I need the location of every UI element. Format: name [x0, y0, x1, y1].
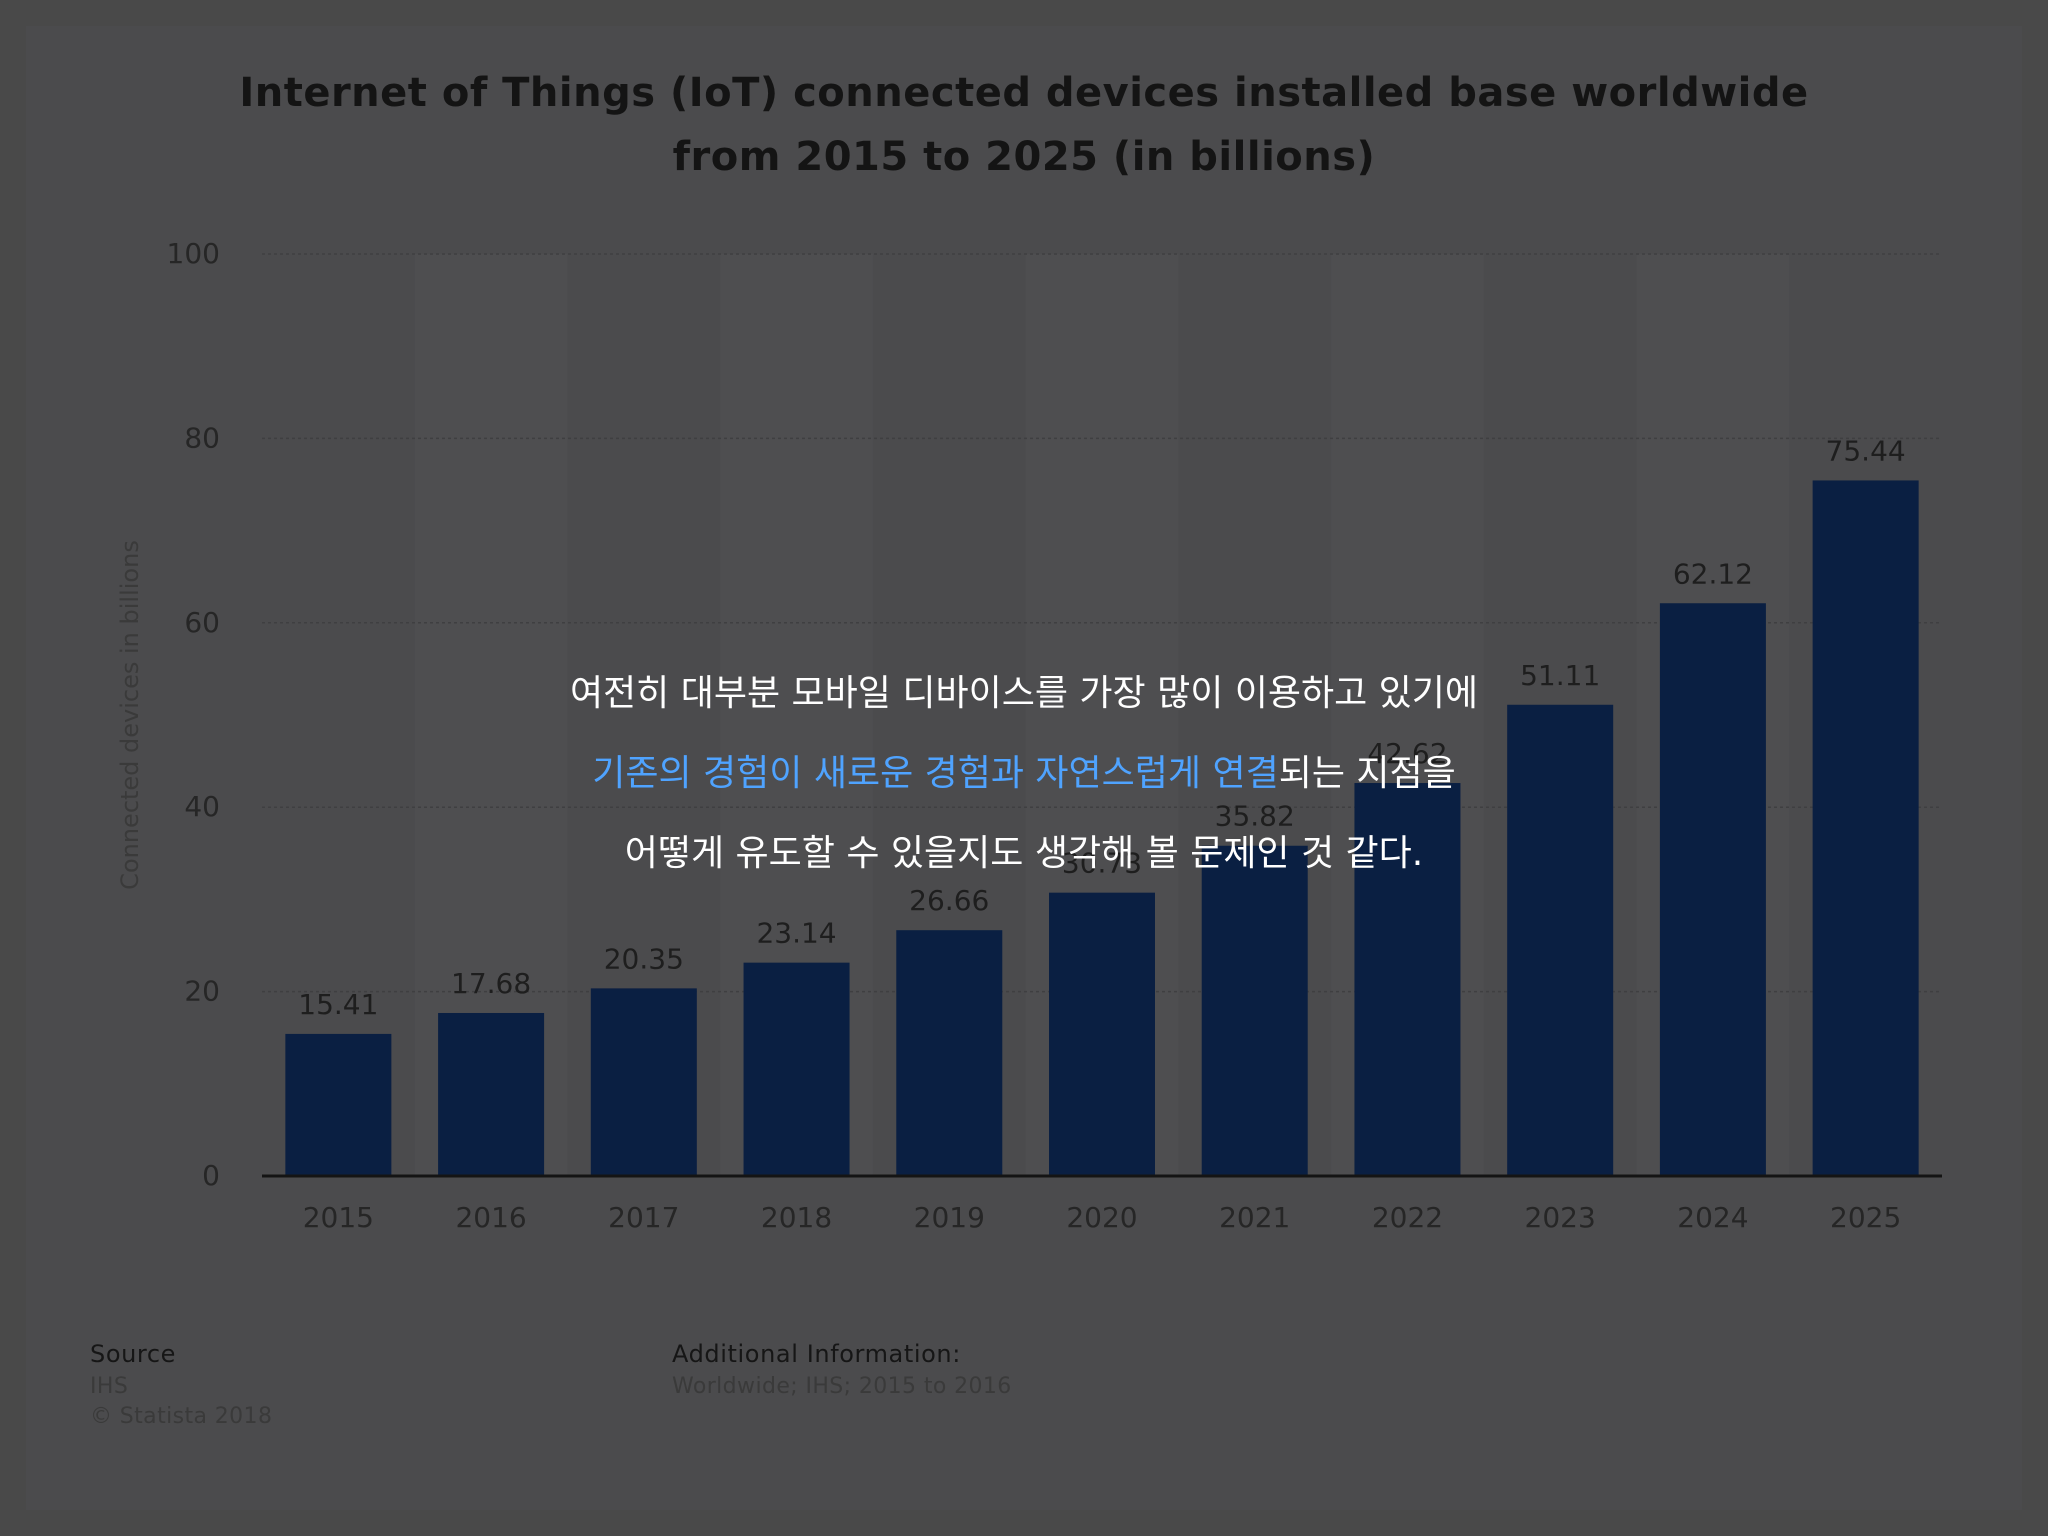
bar: [285, 1033, 392, 1176]
x-tick-label: 2020: [1066, 1201, 1137, 1234]
bar: [1049, 892, 1155, 1176]
overlay-caption-line-1: 여전히 대부분 모바일 디바이스를 가장 많이 이용하고 있기에: [569, 673, 1479, 714]
overlay-highlight-text: 기존의 경험이 새로운 경험과 자연스럽게 연결: [592, 753, 1279, 794]
bar-value-label: 17.68: [451, 967, 531, 1000]
additional-info-label: Additional Information:: [672, 1340, 961, 1368]
overlay-line-2-rest: 되는 지점을: [1278, 753, 1456, 794]
bar: [590, 988, 697, 1176]
bar-value-label: 42.62: [1367, 737, 1447, 770]
bar: [1507, 704, 1614, 1176]
source-value: IHS: [90, 1374, 129, 1399]
bar: [438, 1012, 545, 1176]
bars: [285, 480, 1919, 1176]
bar: [1659, 603, 1766, 1176]
chart-title-line-2: from 2015 to 2025 (in billions): [672, 134, 1376, 180]
x-tick-label: 2017: [608, 1201, 679, 1234]
bar: [743, 962, 850, 1176]
value-labels: 15.41 17.68 20.35 23.14 26.66 30.73 35.82 42.62…: [298, 434, 1905, 1020]
bar-value-label: 35.82: [1215, 800, 1295, 833]
x-tick-label: 2023: [1525, 1201, 1596, 1234]
x-tick-label: 2018: [761, 1201, 832, 1234]
bar-value-label: 30.73: [1062, 847, 1142, 880]
y-tick-label: 40: [184, 790, 220, 823]
y-tick-label: 20: [184, 975, 220, 1008]
x-tick-label: 2021: [1219, 1201, 1290, 1234]
bar-value-label: 20.35: [604, 942, 684, 975]
bar-value-label: 62.12: [1673, 557, 1753, 590]
y-axis-ticks: 0 20 40 60 80 100: [167, 237, 220, 1192]
bar: [1812, 480, 1919, 1176]
additional-info-value: Worldwide; IHS; 2015 to 2016: [672, 1374, 1012, 1399]
chart-title-line-1: Internet of Things (IoT) connected devic…: [239, 70, 1809, 116]
bar-value-label: 26.66: [909, 884, 989, 917]
bar-value-label: 75.44: [1826, 434, 1906, 467]
y-tick-label: 60: [184, 606, 220, 639]
x-tick-label: 2015: [303, 1201, 374, 1234]
overlay-caption-line-2: 기존의 경험이 새로운 경험과 자연스럽게 연결되는 지점을: [0, 744, 2048, 796]
bar-value-label: 23.14: [756, 917, 836, 950]
x-tick-label: 2022: [1372, 1201, 1443, 1234]
y-axis-label: Connected devices in billions: [116, 540, 144, 890]
bar: [896, 930, 1003, 1176]
y-tick-label: 0: [202, 1159, 220, 1192]
x-tick-label: 2019: [914, 1201, 985, 1234]
copyright-text: © Statista 2018: [90, 1404, 273, 1429]
y-tick-label: 80: [184, 421, 220, 454]
y-tick-label: 100: [167, 237, 220, 270]
x-tick-label: 2025: [1830, 1201, 1901, 1234]
x-tick-label: 2016: [455, 1201, 526, 1234]
bar: [1201, 845, 1308, 1176]
bar-value-label: 15.41: [298, 988, 378, 1021]
source-label: Source: [90, 1340, 177, 1368]
overlay-caption-line-3: 어떻게 유도할 수 있을지도 생각해 볼 문제인 것 같다.: [624, 833, 1424, 874]
bar-value-label: 51.11: [1520, 659, 1600, 692]
x-tick-label: 2024: [1677, 1201, 1748, 1234]
x-axis-ticks: 2015 2016 2017 2018 2019 2020 2021 2022 2023 2024…: [303, 1201, 1902, 1234]
bar: [1354, 783, 1461, 1176]
